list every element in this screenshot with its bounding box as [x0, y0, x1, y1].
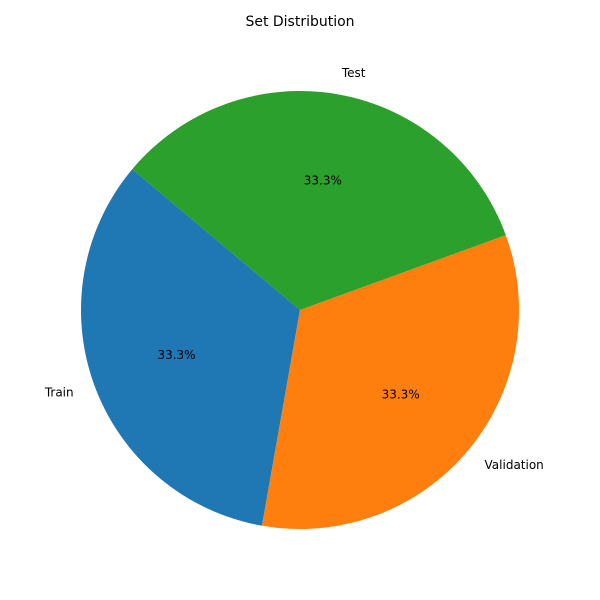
slice-label-validation: Validation: [485, 458, 544, 472]
pie-slice-validation: [261, 235, 520, 529]
pie-labels: Train 33.3% Validation 33.3% Test 33.3%: [44, 66, 544, 472]
chart-title: Set Distribution: [245, 14, 354, 30]
percent-label-train: 33.3%: [157, 348, 195, 362]
percent-label-test: 33.3%: [304, 174, 342, 188]
percent-label-validation: 33.3%: [382, 387, 420, 401]
pie-slice-test: [132, 90, 506, 310]
slice-label-train: Train: [44, 385, 74, 399]
pie-slice-train: [80, 169, 300, 526]
pie-slices: [80, 90, 520, 529]
slice-label-test: Test: [341, 66, 366, 80]
